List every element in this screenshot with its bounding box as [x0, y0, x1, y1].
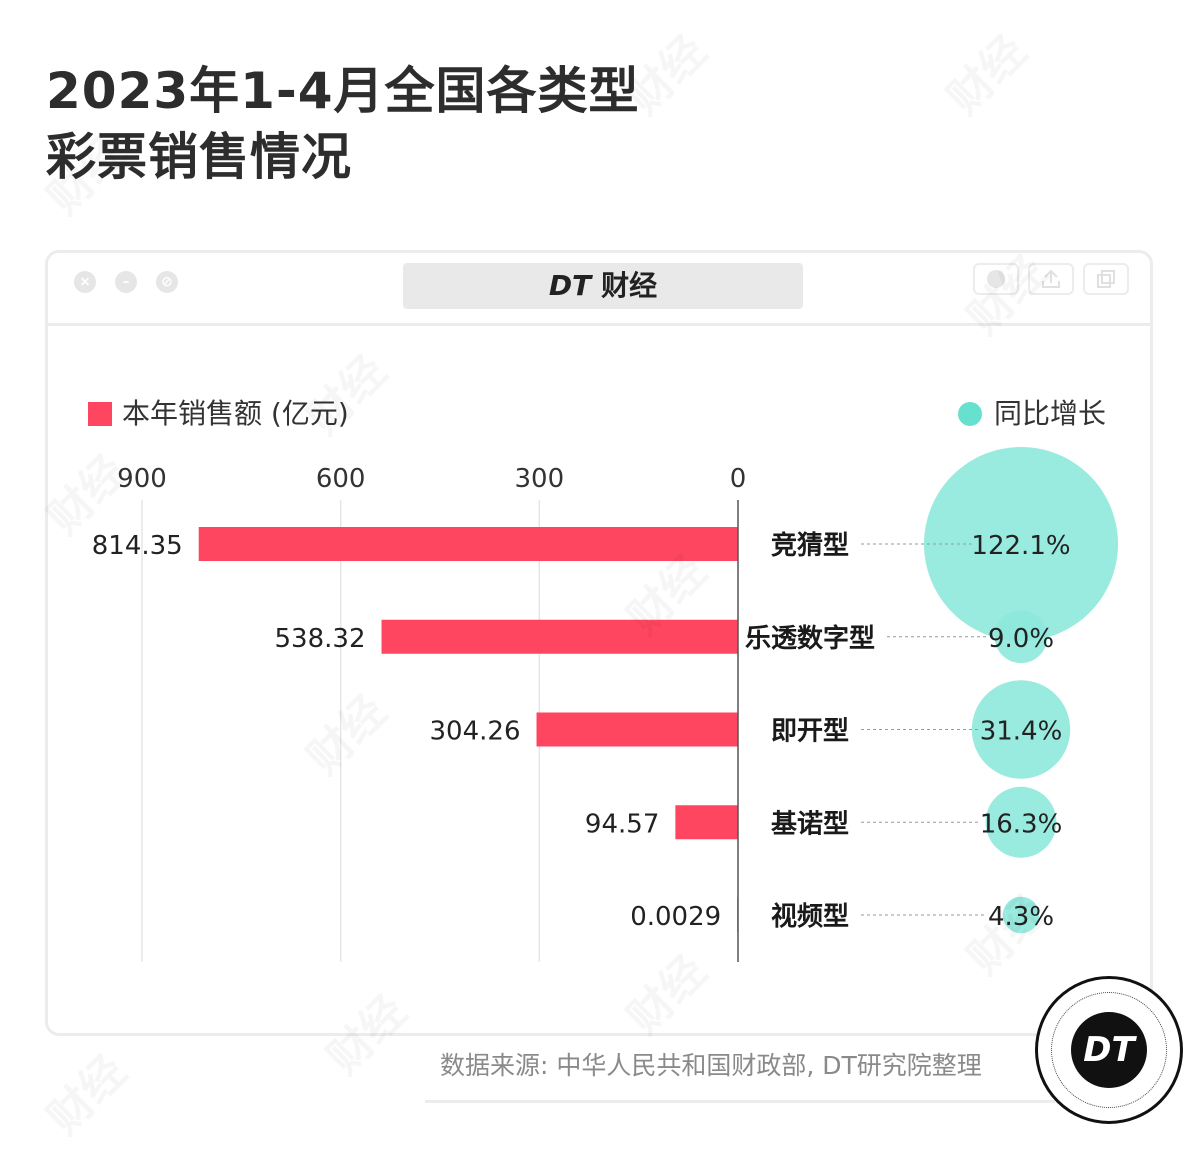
sales-bar: [381, 619, 738, 654]
page-title: 2023年1-4月全国各类型 彩票销售情况: [46, 58, 640, 190]
sales-value-label: 304.26: [430, 717, 521, 747]
sales-bar: [675, 805, 738, 840]
growth-bubble: [985, 786, 1057, 858]
x-tick-label: 900: [117, 464, 167, 494]
growth-value-label: 16.3%: [980, 809, 1063, 839]
browser-window: × – ⊘ DT 财经: [45, 250, 1153, 1036]
growth-value-label: 9.0%: [988, 624, 1054, 654]
growth-bubble: [1002, 896, 1040, 934]
x-tick-label: 0: [730, 464, 747, 494]
title-line-1: 2023年1-4月全国各类型: [46, 62, 640, 120]
category-label: 即开型: [771, 717, 849, 747]
legend-sales-label: 本年销售额 (亿元): [122, 397, 349, 430]
growth-bubble: [971, 680, 1071, 779]
sales-bar: [536, 712, 738, 747]
legend-swatch-bar: [88, 402, 112, 426]
footer-divider: [425, 1100, 1055, 1103]
category-label: 视频型: [771, 902, 849, 932]
legend-growth: 同比增长: [958, 392, 1106, 432]
growth-value-label: 4.3%: [988, 902, 1054, 932]
share-icon[interactable]: [1028, 263, 1074, 295]
sales-value-label: 94.57: [585, 809, 659, 839]
legend-swatch-bubble: [958, 402, 982, 426]
legend-sales: 本年销售额 (亿元): [88, 392, 349, 432]
window-titlebar: × – ⊘ DT 财经: [48, 253, 1150, 326]
maximize-icon[interactable]: ⊘: [156, 271, 178, 293]
sales-value-label: 0.0029: [630, 902, 721, 932]
growth-bubble: [924, 447, 1118, 641]
growth-bubble: [994, 610, 1048, 664]
legend-growth-label: 同比增长: [994, 397, 1107, 430]
address-bar[interactable]: DT 财经: [403, 263, 803, 309]
brand-logo-text: DT: [548, 269, 592, 302]
brand-badge-ring: [1051, 992, 1167, 1108]
sales-value-label: 538.32: [275, 624, 366, 654]
x-tick-label: 300: [515, 464, 565, 494]
copy-icon[interactable]: [1083, 263, 1129, 295]
record-icon[interactable]: [973, 263, 1019, 295]
category-label: 竞猜型: [771, 530, 849, 561]
growth-value-label: 31.4%: [980, 717, 1063, 747]
address-text: 财经: [601, 269, 658, 302]
x-tick-label: 600: [316, 464, 366, 494]
close-icon[interactable]: ×: [74, 271, 96, 293]
growth-value-label: 122.1%: [971, 531, 1070, 561]
sales-value-label: 814.35: [92, 531, 183, 561]
minimize-icon[interactable]: –: [115, 271, 137, 293]
title-line-2: 彩票销售情况: [46, 128, 352, 186]
data-source: 数据来源: 中华人民共和国财政部, DT研究院整理: [440, 1051, 982, 1080]
category-label: 乐透数字型: [745, 623, 875, 654]
category-label: 基诺型: [771, 809, 849, 839]
sales-bar: [198, 527, 738, 561]
brand-badge-core: DT: [1071, 1012, 1147, 1088]
